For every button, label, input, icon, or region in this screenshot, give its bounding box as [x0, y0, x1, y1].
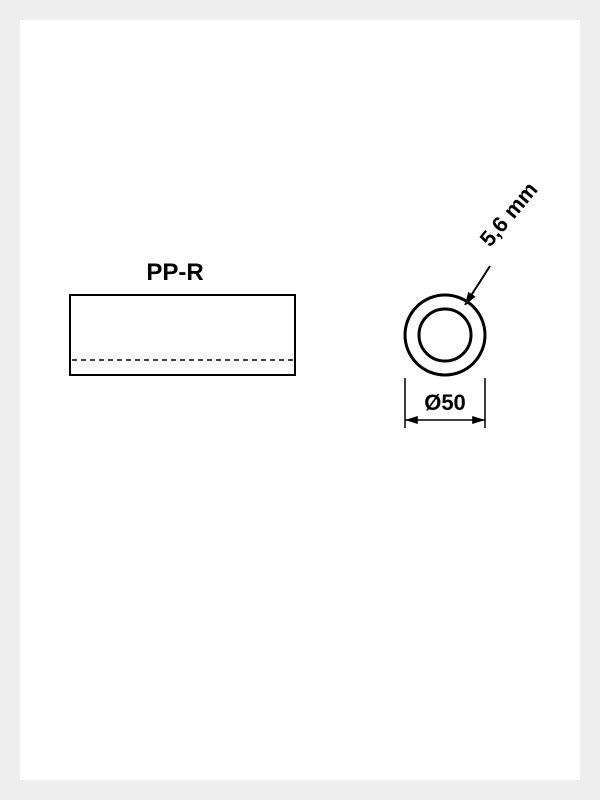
thickness-label: 5,6 mm — [475, 177, 543, 251]
material-label: PP-R — [146, 259, 203, 286]
diameter-arrow-left — [405, 416, 418, 424]
pipe-inner-circle — [419, 309, 471, 361]
pipe-outer-circle — [405, 295, 485, 375]
technical-drawing: PP-R 5,6 mm Ø50 — [0, 0, 600, 800]
diameter-arrow-right — [472, 416, 485, 424]
diameter-label: Ø50 — [424, 390, 466, 415]
pipe-side-view — [70, 295, 295, 375]
